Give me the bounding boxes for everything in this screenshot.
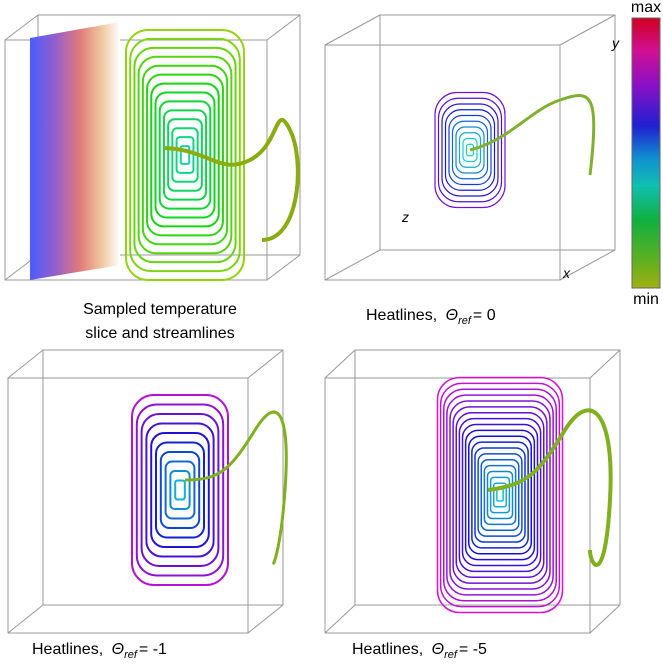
cube-edge [8, 605, 43, 633]
cube-edge [8, 350, 43, 378]
streamline [453, 407, 547, 583]
axis-label-z: z [401, 209, 409, 225]
cube-edge [325, 250, 380, 280]
caption-value: = -1 [139, 641, 167, 658]
axis-label-x: x [562, 265, 571, 281]
caption-symbol: Θ [112, 641, 124, 658]
streamline [177, 137, 194, 173]
caption-symbol: Θ [446, 307, 458, 324]
colorbar-max: max [631, 0, 661, 16]
caption-label: Heatlines, [366, 307, 437, 324]
cube-edge [560, 15, 615, 45]
caption: Heatlines, Θref= 0 [366, 307, 496, 327]
cube-edge [325, 350, 355, 378]
cube-edge [590, 605, 620, 633]
figure: max min y z x Sampled temperature slice … [0, 0, 663, 664]
cube-edge [248, 350, 283, 378]
colorbar-min: min [633, 291, 659, 308]
caption-value: = 0 [473, 307, 496, 324]
streamline [466, 430, 535, 559]
colorbar [632, 18, 660, 288]
streamline [170, 471, 189, 509]
caption-subscript: ref [458, 315, 472, 327]
streamline [147, 75, 223, 236]
streamline [441, 383, 560, 606]
streamline-tail [470, 96, 594, 175]
caption-label: Heatlines, [352, 641, 423, 658]
caption-subscript: ref [124, 649, 138, 661]
caption: Heatlines, Θref= -1 [32, 641, 167, 661]
cube-edge [248, 605, 283, 633]
streamline [142, 414, 219, 566]
axis-label-y: y [611, 35, 620, 51]
caption-symbol: Θ [432, 641, 444, 658]
cube-edge [267, 255, 300, 280]
caption-subscript: ref [444, 649, 458, 661]
streamline [175, 481, 185, 500]
streamline [472, 442, 528, 548]
cube-edge [325, 15, 380, 45]
streamline [156, 443, 204, 538]
streamline [484, 466, 515, 525]
caption-label: Heatlines, [32, 641, 103, 658]
cube-edge [590, 350, 620, 378]
caption-line: slice and streamlines [85, 325, 234, 342]
caption-value: = -5 [459, 641, 487, 658]
cube-edge [5, 15, 38, 40]
temperature-slice [30, 22, 120, 280]
streamline [139, 57, 232, 253]
cube-edge [325, 605, 355, 633]
cube-front [8, 378, 248, 633]
caption: Heatlines, Θref= -5 [352, 641, 487, 661]
streamline [497, 489, 503, 501]
streamline [444, 389, 557, 601]
caption-line: Sampled temperature [83, 301, 237, 318]
cube-edge [267, 15, 300, 40]
